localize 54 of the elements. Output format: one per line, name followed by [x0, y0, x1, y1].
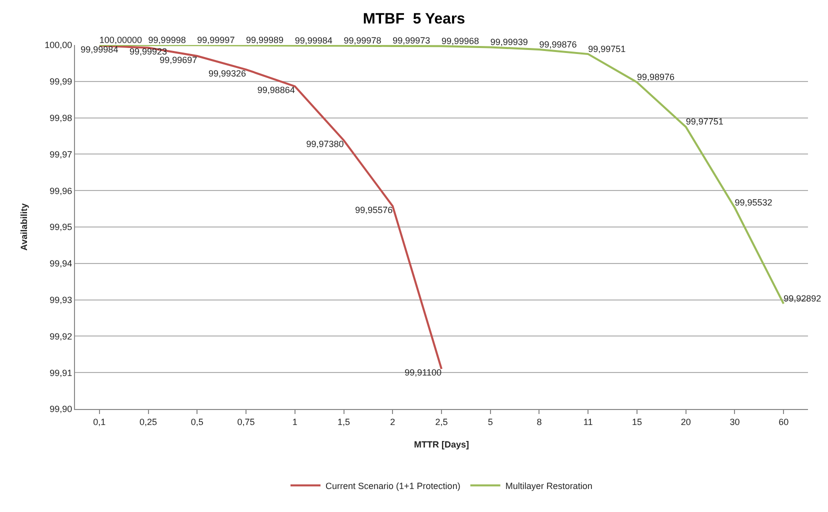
x-axis-title: MTTR [Days]: [414, 440, 470, 450]
data-label: 99,98864: [257, 85, 295, 96]
x-tick-label: 1: [292, 416, 298, 427]
data-label: 99,98976: [636, 72, 675, 82]
data-label: 99,99978: [344, 36, 382, 46]
data-label: 99,99984: [80, 44, 118, 54]
y-tick-label: 99,96: [50, 186, 72, 196]
data-label: 99,99984: [294, 35, 332, 46]
y-tick-label: 99,97: [50, 149, 72, 160]
y-axis-title: Availability: [19, 203, 30, 251]
data-label: 99,99751: [588, 44, 626, 54]
y-tick-label: 99,93: [50, 294, 72, 305]
y-tick-label: 99,99: [50, 76, 72, 87]
x-tick-label: 2,5: [435, 416, 448, 427]
x-tick-label: 8: [536, 416, 542, 427]
data-label: 99,99876: [539, 39, 577, 50]
x-tick-label: 0,25: [140, 416, 158, 427]
x-tick-label: 0,75: [237, 416, 255, 427]
data-label: 99,99989: [246, 35, 284, 46]
chart-title: MTBF 5 Years: [362, 10, 466, 28]
data-label: 99,95576: [355, 204, 393, 215]
y-tick-label: 99,92: [50, 331, 72, 342]
x-tick-label: 20: [680, 416, 691, 427]
x-tick-label: 0,1: [93, 416, 106, 427]
x-tick-label: 1,5: [338, 416, 350, 427]
data-label: 99,92892: [784, 293, 822, 304]
y-tick-label: 99,95: [50, 222, 72, 232]
data-label: 99,99968: [442, 36, 480, 46]
x-tick-label: 15: [632, 416, 642, 427]
data-label: 99,99997: [197, 34, 235, 45]
data-label: 99,91100: [404, 368, 442, 378]
legend-label: Multilayer Restoration: [505, 480, 592, 491]
x-tick-label: 5: [488, 416, 493, 427]
x-tick-label: 2: [390, 416, 396, 427]
data-label: 100,00000: [99, 34, 142, 45]
data-label: 99,99697: [160, 54, 198, 65]
y-tick-label: 99,90: [50, 404, 72, 414]
data-label: 99,99973: [392, 36, 430, 46]
x-tick-label: 60: [778, 416, 789, 427]
legend-label: Current Scenario (1+1 Protection): [326, 480, 460, 491]
data-label: 99,99939: [490, 36, 528, 47]
x-tick-label: 30: [730, 416, 740, 427]
y-tick-label: 100,00: [44, 40, 72, 50]
data-label: 99,97380: [306, 139, 344, 150]
x-tick-label: 11: [583, 416, 593, 427]
data-label: 99,99998: [148, 34, 186, 45]
y-tick-label: 99,91: [50, 368, 72, 378]
y-tick-label: 99,94: [50, 258, 72, 269]
x-tick-label: 0,5: [190, 416, 204, 427]
y-tick-label: 99,98: [50, 112, 72, 123]
data-label: 99,99326: [208, 68, 246, 78]
data-label: 99,99923: [130, 46, 168, 57]
data-label: 99,95532: [734, 197, 772, 208]
data-label: 99,97751: [686, 116, 724, 127]
